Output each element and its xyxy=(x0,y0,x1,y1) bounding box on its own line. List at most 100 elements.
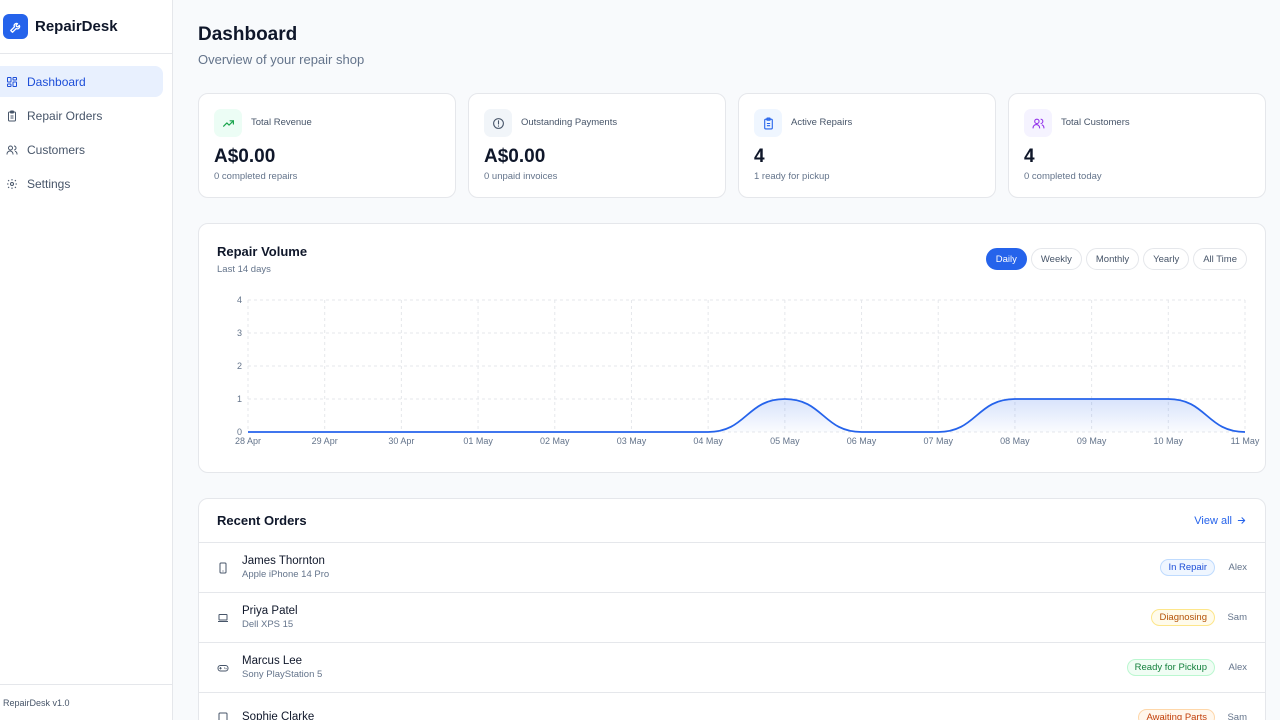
stat-value: 4 xyxy=(754,146,765,167)
trending-up-icon xyxy=(214,109,242,137)
sidebar-item-label: Customers xyxy=(27,142,86,157)
users-icon xyxy=(1024,109,1052,137)
grid-icon xyxy=(7,76,17,87)
repair-volume-card: 0 1 2 3 4 28 Apr 29 Apr 30 Apr 01 May 02 May 03 Ma… xyxy=(198,223,1266,473)
x-tick-label: 10 May xyxy=(1154,436,1184,446)
y-tick-label: 0 xyxy=(237,427,242,437)
stat-card-active-repairs: Active Repairs 4 1 ready for pickup xyxy=(738,93,996,198)
sidebar-item-label: Dashboard xyxy=(27,74,86,89)
stat-label: Total Customers xyxy=(1061,117,1130,128)
clipboard-icon xyxy=(8,110,16,121)
stat-label: Active Repairs xyxy=(791,117,853,128)
range-tab-yearly[interactable]: Yearly xyxy=(1143,248,1190,270)
stat-value: A$0.00 xyxy=(484,146,546,167)
y-tick-label: 3 xyxy=(237,328,242,338)
wrench-icon xyxy=(3,14,28,39)
tablet-icon xyxy=(218,712,228,720)
app-version: RepairDesk v1.0 xyxy=(0,684,172,720)
chart-title: Repair Volume xyxy=(217,244,308,259)
customer-name: Marcus Lee xyxy=(242,655,303,667)
device-name: Sony PlayStation 5 xyxy=(242,669,323,680)
technician-name: Alex xyxy=(1228,662,1247,673)
sidebar-item-settings[interactable]: Settings xyxy=(0,168,163,199)
sidebar-item-dashboard[interactable]: Dashboard xyxy=(0,66,163,97)
x-tick-label: 03 May xyxy=(617,436,647,446)
order-row[interactable]: Sophie Clarke Awaiting Parts Sam xyxy=(199,693,1265,720)
x-tick-label: 06 May xyxy=(847,436,877,446)
sidebar-item-repair-orders[interactable]: Repair Orders xyxy=(0,100,163,131)
sidebar-item-customers[interactable]: Customers xyxy=(0,134,163,165)
stat-value: A$0.00 xyxy=(214,146,276,167)
customer-name: Sophie Clarke xyxy=(242,710,315,720)
laptop-icon xyxy=(218,613,228,622)
technician-name: Sam xyxy=(1227,712,1247,720)
y-tick-label: 1 xyxy=(237,394,242,404)
x-tick-label: 08 May xyxy=(1000,436,1030,446)
page-title: Dashboard xyxy=(198,24,298,45)
order-info: Marcus Lee Sony PlayStation 5 xyxy=(242,655,1127,680)
range-tabs: Daily Weekly Monthly Yearly All Time xyxy=(985,248,1247,270)
arrow-right-icon xyxy=(1237,517,1246,524)
stat-subtext: 0 completed repairs xyxy=(214,171,298,182)
view-all-label: View all xyxy=(1194,514,1232,527)
x-tick-label: 04 May xyxy=(693,436,723,446)
smartphone-icon xyxy=(219,562,227,573)
x-tick-label: 07 May xyxy=(923,436,953,446)
repair-volume-chart: 0 1 2 3 4 28 Apr 29 Apr 30 Apr 01 May 02 May 03 Ma… xyxy=(235,295,1260,446)
stat-card-outstanding: Outstanding Payments A$0.00 0 unpaid inv… xyxy=(468,93,726,198)
clipboard-icon xyxy=(754,109,782,137)
series-line xyxy=(247,398,1246,433)
technician-name: Alex xyxy=(1228,562,1247,573)
sidebar-nav: Dashboard Repair Orders Customers Settin… xyxy=(0,54,172,199)
status-badge: Ready for Pickup xyxy=(1126,659,1215,676)
order-info: Sophie Clarke xyxy=(242,711,1138,720)
status-badge: Awaiting Parts xyxy=(1138,709,1215,720)
range-tab-daily[interactable]: Daily xyxy=(985,248,1027,270)
stat-value: 4 xyxy=(1024,146,1035,167)
page-subtitle: Overview of your repair shop xyxy=(198,52,365,67)
x-tick-label: 05 May xyxy=(770,436,800,446)
x-tick-label: 02 May xyxy=(540,436,570,446)
stat-card-customers: Total Customers 4 0 completed today xyxy=(1008,93,1266,198)
customer-name: Priya Patel xyxy=(242,605,298,617)
sidebar-item-label: Repair Orders xyxy=(27,108,103,123)
app-name: RepairDesk xyxy=(35,18,118,35)
customer-name: James Thornton xyxy=(242,555,325,567)
sidebar-item-label: Settings xyxy=(27,176,71,191)
order-row[interactable]: Marcus Lee Sony PlayStation 5 Ready for … xyxy=(199,643,1265,693)
y-tick-label: 4 xyxy=(237,295,242,305)
users-icon xyxy=(6,145,18,154)
view-all-link[interactable]: View all xyxy=(1194,515,1247,527)
stat-subtext: 1 ready for pickup xyxy=(754,171,830,182)
alert-circle-icon xyxy=(484,109,512,137)
range-tab-monthly[interactable]: Monthly xyxy=(1085,248,1140,270)
x-tick-label: 01 May xyxy=(463,436,493,446)
x-tick-label: 29 Apr xyxy=(312,436,338,446)
range-tab-weekly[interactable]: Weekly xyxy=(1030,248,1082,270)
recent-orders-header: Recent Orders View all xyxy=(199,499,1265,543)
order-row[interactable]: James Thornton Apple iPhone 14 Pro In Re… xyxy=(199,543,1265,593)
stat-label: Outstanding Payments xyxy=(521,117,618,128)
recent-orders-card: Recent Orders View all James Thornton Ap… xyxy=(198,498,1266,720)
stat-label: Total Revenue xyxy=(251,117,312,128)
x-tick-label: 09 May xyxy=(1077,436,1107,446)
main-content: Dashboard Overview of your repair shop T… xyxy=(173,0,1280,720)
device-name: Dell XPS 15 xyxy=(242,619,294,630)
sidebar: RepairDesk Dashboard Repair Orders Custo… xyxy=(0,0,173,720)
x-tick-label: 30 Apr xyxy=(388,436,414,446)
range-tab-all-time[interactable]: All Time xyxy=(1193,248,1247,270)
x-tick-label: 28 Apr xyxy=(235,436,261,446)
brand[interactable]: RepairDesk xyxy=(0,0,172,54)
status-badge: Diagnosing xyxy=(1151,609,1215,626)
order-info: Priya Patel Dell XPS 15 xyxy=(242,605,1151,630)
y-tick-label: 2 xyxy=(237,361,242,371)
recent-orders-title: Recent Orders xyxy=(217,513,307,528)
chart-subtitle: Last 14 days xyxy=(217,264,271,275)
stat-subtext: 0 unpaid invoices xyxy=(484,171,558,182)
status-badge: In Repair xyxy=(1160,559,1215,576)
stat-subtext: 0 completed today xyxy=(1024,171,1102,182)
order-row[interactable]: Priya Patel Dell XPS 15 Diagnosing Sam xyxy=(199,593,1265,643)
order-info: James Thornton Apple iPhone 14 Pro xyxy=(242,555,1160,580)
x-tick-label: 11 May xyxy=(1231,436,1260,446)
technician-name: Sam xyxy=(1227,612,1247,623)
